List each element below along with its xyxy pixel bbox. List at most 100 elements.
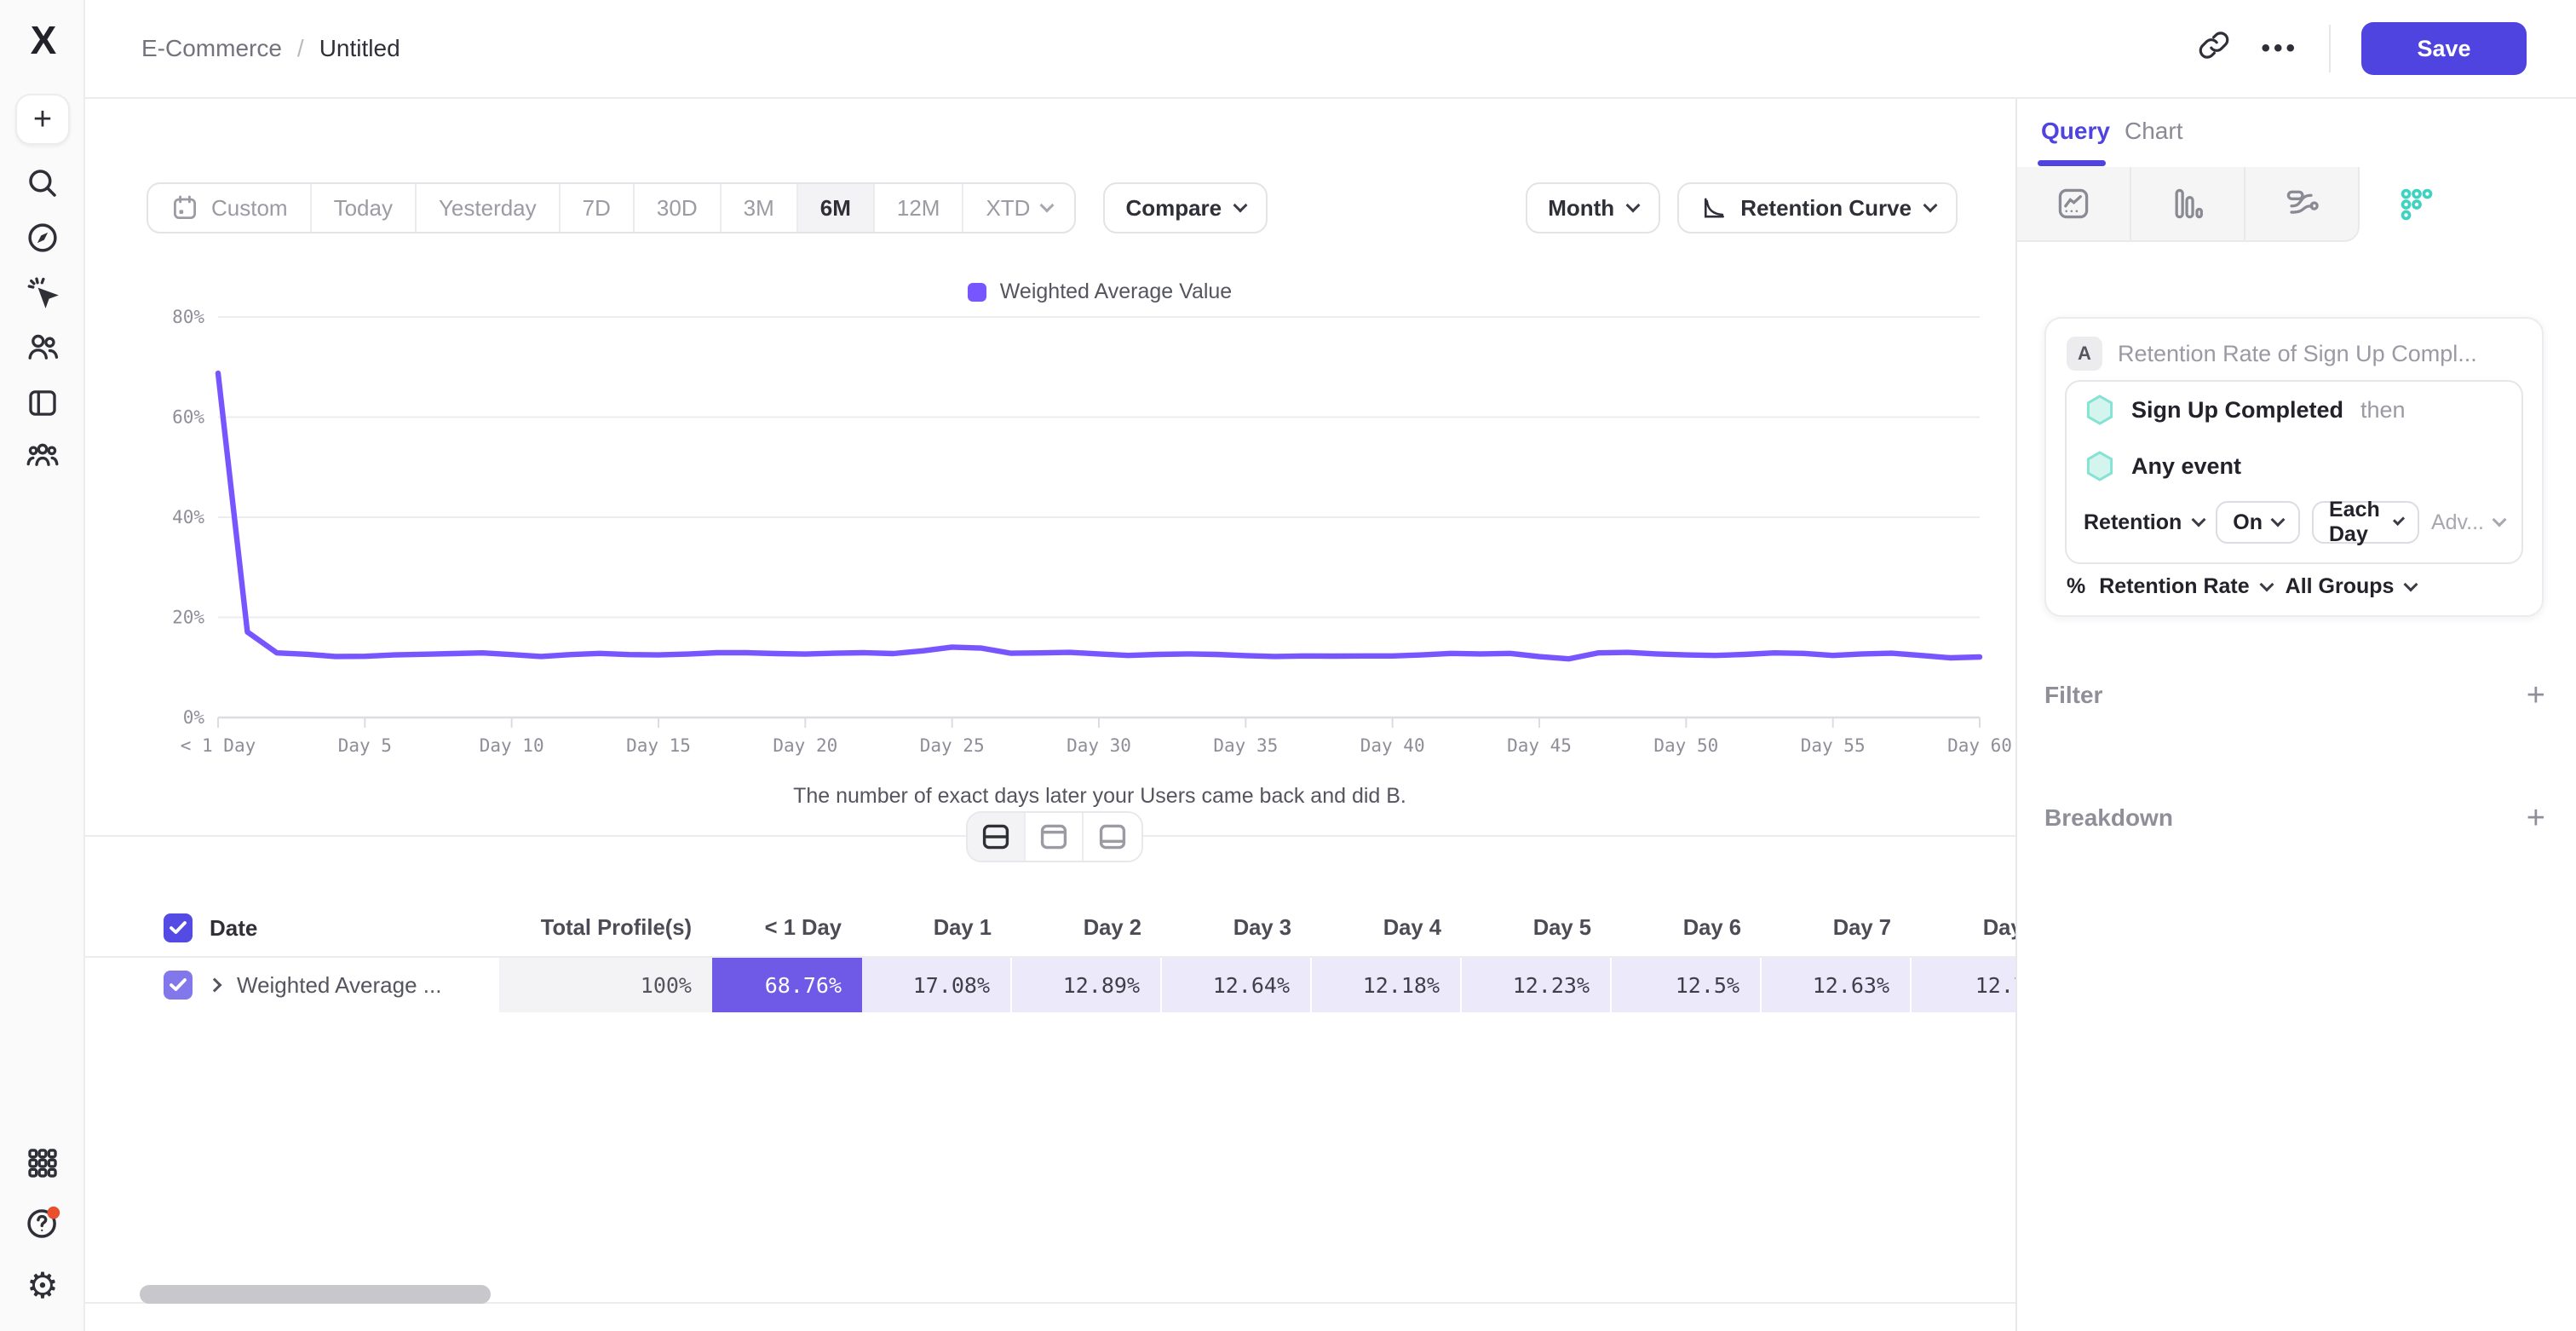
table-cell[interactable]: 100% (499, 958, 712, 1012)
add-filter-button[interactable]: + (2526, 677, 2545, 713)
table-cell[interactable]: 12.7% (1912, 958, 2015, 1012)
event-step-first[interactable]: Sign Up Completed then (2067, 382, 2521, 438)
table-cell[interactable]: 12.18% (1312, 958, 1462, 1012)
range-12m[interactable]: 12M (875, 184, 964, 232)
report-funnels-button[interactable] (2131, 167, 2245, 242)
range-7d[interactable]: 7D (561, 184, 635, 232)
tab-chart[interactable]: Chart (2125, 118, 2183, 144)
interval-dropdown[interactable]: Each Day (2312, 498, 2419, 546)
create-button[interactable]: + (15, 94, 70, 145)
range-30d[interactable]: 30D (635, 184, 722, 232)
breadcrumb-project[interactable]: E-Commerce (141, 35, 282, 61)
search-icon[interactable] (0, 165, 85, 201)
advanced-dropdown[interactable]: Adv... (2431, 510, 2507, 535)
table-only-toggle[interactable] (1084, 813, 1141, 861)
explore-compass-icon[interactable] (0, 220, 85, 256)
cohorts-icon[interactable] (0, 436, 85, 472)
settings-gear-icon[interactable]: ⚙ (26, 1265, 59, 1305)
retention-line-chart[interactable]: 0% 20% 40% 60% 80% < 1 Day Day 5 Day 10 Day 15 Da… (85, 266, 2015, 777)
column-header[interactable]: Day 3 (1233, 915, 1291, 940)
column-header[interactable]: Total Profile(s) (540, 915, 692, 940)
table-cell[interactable]: 17.08% (862, 958, 1012, 1012)
report-insights-button[interactable] (2017, 167, 2131, 242)
column-header[interactable]: < 1 Day (764, 915, 842, 940)
range-3m[interactable]: 3M (722, 184, 798, 232)
column-header[interactable]: Day 6 (1682, 915, 1741, 940)
svg-text:20%: 20% (172, 608, 204, 628)
column-header[interactable]: Day 2 (1083, 915, 1141, 940)
select-all-checkbox[interactable] (164, 913, 193, 942)
retention-mode-dropdown[interactable]: Retention (2084, 510, 2206, 535)
column-header[interactable]: Day 4 (1383, 915, 1441, 940)
expand-row-icon[interactable] (207, 977, 222, 993)
chevron-down-icon (1625, 198, 1641, 213)
legend-label: Weighted Average Value (999, 279, 1233, 303)
help-icon[interactable] (0, 1205, 85, 1242)
chart-type-dropdown[interactable]: Retention Curve (1677, 182, 1958, 233)
groups-dropdown[interactable]: All Groups (2286, 574, 2418, 599)
table-cell[interactable]: 12.64% (1162, 958, 1312, 1012)
column-header-date[interactable]: Date (210, 914, 258, 941)
events-cursor-icon[interactable] (0, 274, 85, 310)
table-cell[interactable]: 68.76% (712, 958, 862, 1012)
query-title[interactable]: Retention Rate of Sign Up Compl... (2118, 340, 2477, 366)
granularity-dropdown[interactable]: Month (1526, 182, 1661, 233)
split-view-toggle[interactable] (968, 813, 1026, 861)
table-header-row: Date Total Profile(s) < 1 Day Day 1 Day 2 Da… (85, 900, 2015, 956)
compare-button[interactable]: Compare (1103, 182, 1268, 233)
column-header[interactable]: Day 7 (1832, 915, 1891, 940)
table-cell[interactable]: 12.5% (1612, 958, 1762, 1012)
event-step-return[interactable]: Any event (2067, 438, 2521, 494)
column-header[interactable]: Day 8 (1982, 915, 2015, 940)
range-yesterday[interactable]: Yesterday (417, 184, 561, 232)
on-dropdown[interactable]: On (2216, 501, 2300, 544)
table-cell[interactable]: 12.23% (1462, 958, 1612, 1012)
table-cell[interactable]: 12.89% (1012, 958, 1162, 1012)
plus-icon: + (32, 101, 53, 137)
svg-text:< 1 Day: < 1 Day (181, 735, 256, 756)
filter-section: Filter + (2044, 678, 2545, 712)
users-icon[interactable] (0, 329, 85, 365)
row-checkbox[interactable] (164, 971, 193, 1000)
main-content: Custom Today Yesterday 7D 30D 3M 6M 12M XTD Comp… (85, 99, 2015, 1331)
table-cell[interactable]: 12.63% (1762, 958, 1912, 1012)
boards-icon[interactable] (0, 385, 85, 421)
query-panel: Query Chart A Retention Rate of Sign Up … (2015, 99, 2576, 1331)
check-icon (170, 978, 187, 991)
calendar-icon (174, 195, 196, 219)
breakdown-label: Breakdown (2044, 804, 2173, 831)
more-options-icon[interactable]: ••• (2261, 34, 2298, 62)
chart-legend[interactable]: Weighted Average Value (85, 279, 2015, 304)
horizontal-scrollbar-track[interactable] (85, 1302, 2015, 1304)
column-header[interactable]: Day 1 (933, 915, 992, 940)
chart-only-toggle[interactable] (1026, 813, 1084, 861)
flows-icon (2286, 190, 2319, 214)
chevron-down-icon (1233, 198, 1248, 213)
column-header[interactable]: Day 5 (1532, 915, 1591, 940)
notification-dot (47, 1206, 60, 1219)
svg-text:Day 15: Day 15 (626, 735, 691, 756)
horizontal-scrollbar-thumb[interactable] (140, 1285, 491, 1304)
breadcrumb-report-title[interactable]: Untitled (319, 35, 400, 61)
svg-text:80%: 80% (172, 307, 204, 327)
apps-grid-icon[interactable] (0, 1145, 85, 1181)
mixpanel-logo[interactable]: X (30, 18, 57, 62)
range-custom[interactable]: Custom (148, 184, 312, 232)
range-today[interactable]: Today (312, 184, 417, 232)
tab-query[interactable]: Query (2041, 118, 2110, 144)
breadcrumb: E-Commerce / Untitled (141, 35, 400, 62)
metric-dropdown[interactable]: Retention Rate (2099, 574, 2274, 599)
add-breakdown-button[interactable]: + (2526, 800, 2545, 836)
copy-link-icon[interactable] (2198, 29, 2230, 68)
report-retention-button[interactable] (2360, 167, 2474, 242)
range-xtd[interactable]: XTD (963, 184, 1074, 232)
report-flows-button[interactable] (2245, 167, 2360, 242)
chevron-down-icon (1923, 198, 1938, 213)
left-sidebar: X + ⚙ (0, 0, 85, 1331)
event-name[interactable]: Any event (2131, 452, 2242, 479)
chevron-down-icon (1039, 198, 1055, 213)
save-button[interactable]: Save (2361, 22, 2527, 75)
range-6m[interactable]: 6M (797, 184, 875, 232)
header-divider (2329, 25, 2331, 72)
event-name[interactable]: Sign Up Completed (2131, 396, 2343, 423)
